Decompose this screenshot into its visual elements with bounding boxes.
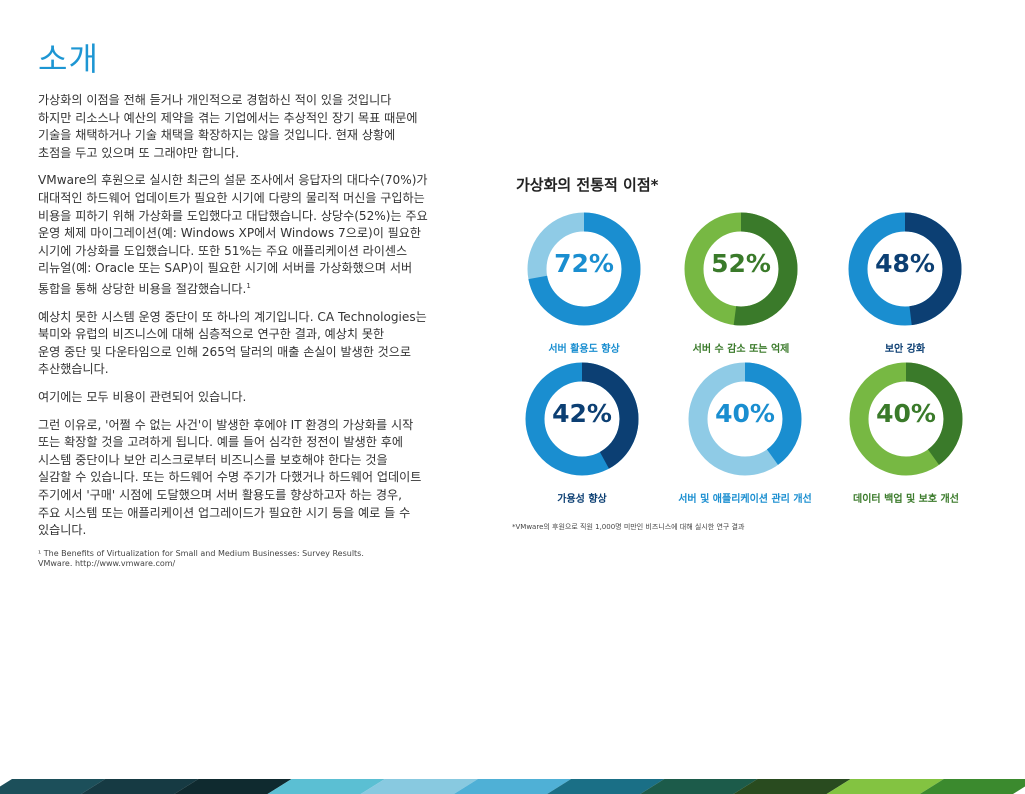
- paragraph-2: VMware의 후원으로 실시한 최근의 설문 조사에서 응답자의 대다수(70…: [38, 172, 494, 298]
- donut-percentage: 40%: [876, 399, 936, 428]
- donut-value-arc: [525, 362, 639, 476]
- donut-ring-3: [848, 212, 962, 326]
- donut-percentage: 72%: [554, 249, 614, 278]
- donut-value-arc: [848, 212, 962, 326]
- decorative-bottom-bar: [0, 779, 1025, 794]
- donut-2: 52% 서버 수 감소 또는 억제: [661, 212, 821, 362]
- bottom-bar-segment: [360, 779, 478, 794]
- paragraph-1: 가상화의 이점을 전해 듣거나 개인적으로 경험하신 적이 있을 것입니다 하지…: [38, 93, 418, 160]
- donut-percentage: 40%: [715, 399, 775, 428]
- donut-label: 가용성 향상: [557, 494, 607, 505]
- donut-5: 40% 서버 및 애플리케이션 관리 개선: [665, 362, 825, 512]
- donut-ring-2: [684, 212, 798, 326]
- footnote-marker: 1: [246, 281, 251, 290]
- body-text: 가상화의 이점을 전해 듣거나 개인적으로 경험하신 적이 있을 것입니다 하지…: [38, 92, 494, 550]
- paragraph-5: 그런 이유로, '어쩔 수 없는 사건'이 발생한 후에야 IT 환경의 가상화…: [38, 417, 422, 538]
- paragraph-3: 예상치 못한 시스템 운영 중단이 또 하나의 계기입니다. CA Techno…: [38, 309, 427, 377]
- donut-ring-1: [527, 212, 641, 326]
- donut-ring-5: [688, 362, 802, 476]
- paragraph-4: 여기에는 모두 비용이 관련되어 있습니다.: [38, 389, 247, 404]
- bottom-bar-segment: [826, 779, 944, 794]
- donut-percentage: 48%: [875, 249, 935, 278]
- chart-note: *VMware의 후원으로 직원 1,000명 미만인 비즈니스에 대해 실시한…: [512, 523, 745, 531]
- bottom-bar-segment: [81, 779, 199, 794]
- donut-4: 42% 가용성 향상: [502, 362, 662, 512]
- bottom-bar-segment: [267, 779, 385, 794]
- donut-label: 서버 활용도 향상: [548, 344, 620, 355]
- bottom-bar-segment: [547, 779, 665, 794]
- donut-value-arc: [527, 212, 641, 326]
- bottom-bar-segment: [174, 779, 292, 794]
- paragraph-2-text: VMware의 후원으로 실시한 최근의 설문 조사에서 응답자의 대다수(70…: [38, 173, 428, 296]
- bottom-bar-segment: [733, 779, 851, 794]
- donut-percentage: 52%: [711, 249, 771, 278]
- bottom-bar-segment: [919, 779, 1025, 794]
- donut-3: 48% 보안 강화: [825, 212, 985, 362]
- bottom-bar-segment: [453, 779, 572, 794]
- donut-label: 서버 및 애플리케이션 관리 개선: [678, 494, 812, 505]
- donut-ring-6: [849, 362, 963, 476]
- footnote: ¹ The Benefits of Virtualization for Sma…: [38, 549, 364, 568]
- donut-label: 서버 수 감소 또는 억제: [692, 344, 790, 355]
- donut-label: 데이터 백업 및 보호 개선: [853, 494, 959, 505]
- page-title: 소개: [38, 40, 99, 78]
- donut-value-arc: [688, 362, 802, 476]
- bottom-bar-segment: [640, 779, 758, 794]
- donut-6: 40% 데이터 백업 및 보호 개선: [826, 362, 986, 512]
- donut-1: 72% 서버 활용도 향상: [504, 212, 664, 362]
- donut-value-arc: [684, 212, 798, 326]
- donut-label: 보안 강화: [884, 344, 926, 355]
- donut-ring-4: [525, 362, 639, 476]
- bottom-bar-segment: [0, 779, 106, 794]
- donut-value-arc: [849, 362, 963, 476]
- chart-title: 가상화의 전통적 이점*: [516, 176, 659, 194]
- donut-percentage: 42%: [552, 399, 612, 428]
